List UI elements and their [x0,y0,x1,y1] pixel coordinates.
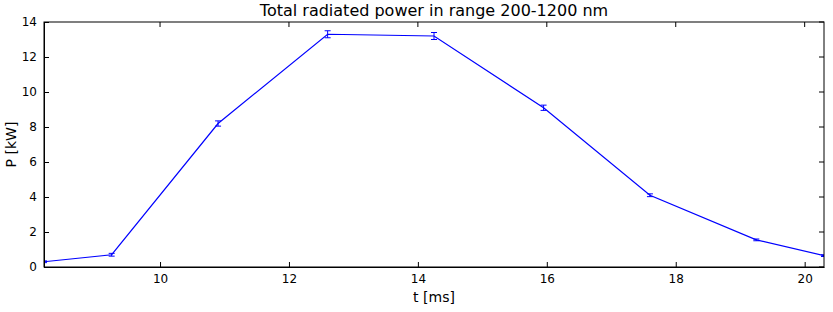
tick-mark [675,22,676,27]
tick: 14 [411,262,426,286]
tick-mark [44,162,49,163]
tick-label: 10 [22,85,37,99]
tick: 16 [540,262,555,286]
error-bar-stem [218,121,219,126]
x-axis: 10 12 14 16 18 20 [45,262,825,286]
error-bar-cap [647,196,653,197]
tick-mark [819,232,824,233]
error-bar [109,253,115,256]
tick-mark [44,92,49,93]
plot-area: 10 12 14 16 18 20 0 2 4 6 8 10 12 14 [22,15,827,285]
tick-mark [44,127,49,128]
error-bar [325,31,331,38]
data-group [44,31,824,263]
tick-label: 8 [29,120,37,134]
error-bar-stem [434,33,435,40]
tick-label: 2 [29,225,37,239]
error-bar-cap [431,32,437,33]
error-bar [431,33,437,40]
error-bar-cap [109,253,115,254]
tick: 12 [22,50,49,64]
error-bar-cap [647,193,653,194]
error-bar [215,121,221,126]
x-axis-label: t [ms] [413,289,455,305]
error-bar-cap [431,39,437,40]
chart: 10 12 14 16 18 20 0 2 4 6 8 10 12 14 Total radiated po… [0,0,833,312]
tick-mark [160,262,161,267]
tick-label: 6 [29,155,37,169]
line [44,34,824,262]
tick-mark [546,22,547,27]
tick: 6 [29,155,49,169]
tick: 8 [29,120,49,134]
tick: 10 [153,262,168,286]
tick-label: 12 [282,272,297,286]
title: Total radiated power in range 200-1200 n… [259,1,608,20]
error-bar-cap [541,105,547,106]
y-axis: 0 2 4 6 8 10 12 14 [22,15,49,274]
tick-mark [819,57,824,58]
tick-mark [44,57,49,58]
tick-label: 0 [29,260,37,274]
tick-label: 16 [540,272,555,286]
tick-mark [819,162,824,163]
error-bar-cap [215,126,221,127]
error-bar [753,239,759,241]
error-bar-cap [753,239,759,240]
tick: 4 [29,190,49,204]
tick: 2 [29,225,49,239]
tick-mark [819,92,824,93]
error-bar-cap [109,256,115,257]
tick-mark [44,197,49,198]
tick-mark [819,197,824,198]
tick-mark [804,22,805,27]
error-bar-cap [753,240,759,241]
tick-label: 14 [411,272,426,286]
tick-mark [819,127,824,128]
tick-label: 4 [29,190,37,204]
error-bar-cap [325,37,331,38]
tick-mark [289,262,290,267]
tick-label: 20 [798,272,813,286]
error-bar [541,105,547,110]
error-bar [647,194,653,197]
error-bar-cap [325,30,331,31]
tick-mark [288,22,289,27]
tick: 18 [669,262,684,286]
tick-label: 14 [22,15,37,29]
tick: 12 [282,262,297,286]
tick-mark [417,22,418,27]
tick: 10 [22,85,49,99]
tick-label: 10 [153,272,168,286]
tick-mark [547,262,548,267]
tick-mark [805,262,806,267]
plot-frame [44,22,824,267]
tick-label: 18 [669,272,684,286]
error-bar-cap [215,120,221,121]
tick-mark [676,262,677,267]
tick-mark [44,232,49,233]
error-bar-stem [327,31,328,38]
error-bar-stem [543,105,544,110]
tick: 20 [798,262,813,286]
tick-mark [160,22,161,27]
tick-mark [418,262,419,267]
error-bar-cap [541,110,547,111]
y-axis-label: P [kW] [3,122,19,168]
tick-label: 12 [22,50,37,64]
